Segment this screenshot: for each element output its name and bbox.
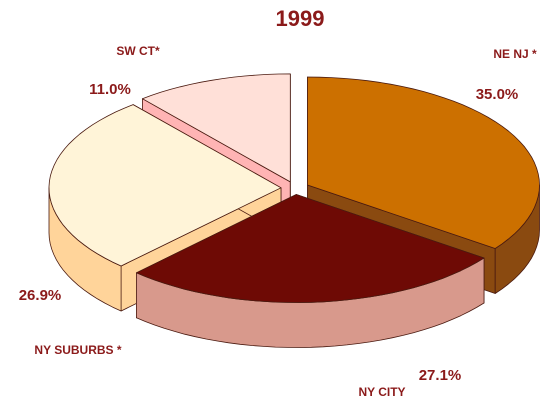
slice bbox=[48, 104, 282, 267]
value-label: 35.0% bbox=[476, 86, 519, 103]
slice-label: NY SUBURBS * bbox=[34, 343, 121, 357]
chart-title: 1999 bbox=[276, 6, 325, 31]
slice bbox=[136, 194, 485, 303]
slice bbox=[142, 73, 291, 183]
value-label: 27.1% bbox=[419, 367, 462, 384]
slice-label: SW CT* bbox=[116, 44, 160, 58]
slice bbox=[307, 76, 540, 249]
value-label: 26.9% bbox=[19, 287, 62, 304]
value-label: 11.0% bbox=[89, 81, 131, 98]
slice-label: NY CITY bbox=[358, 385, 405, 399]
slice-label: NE NJ * bbox=[493, 47, 537, 61]
